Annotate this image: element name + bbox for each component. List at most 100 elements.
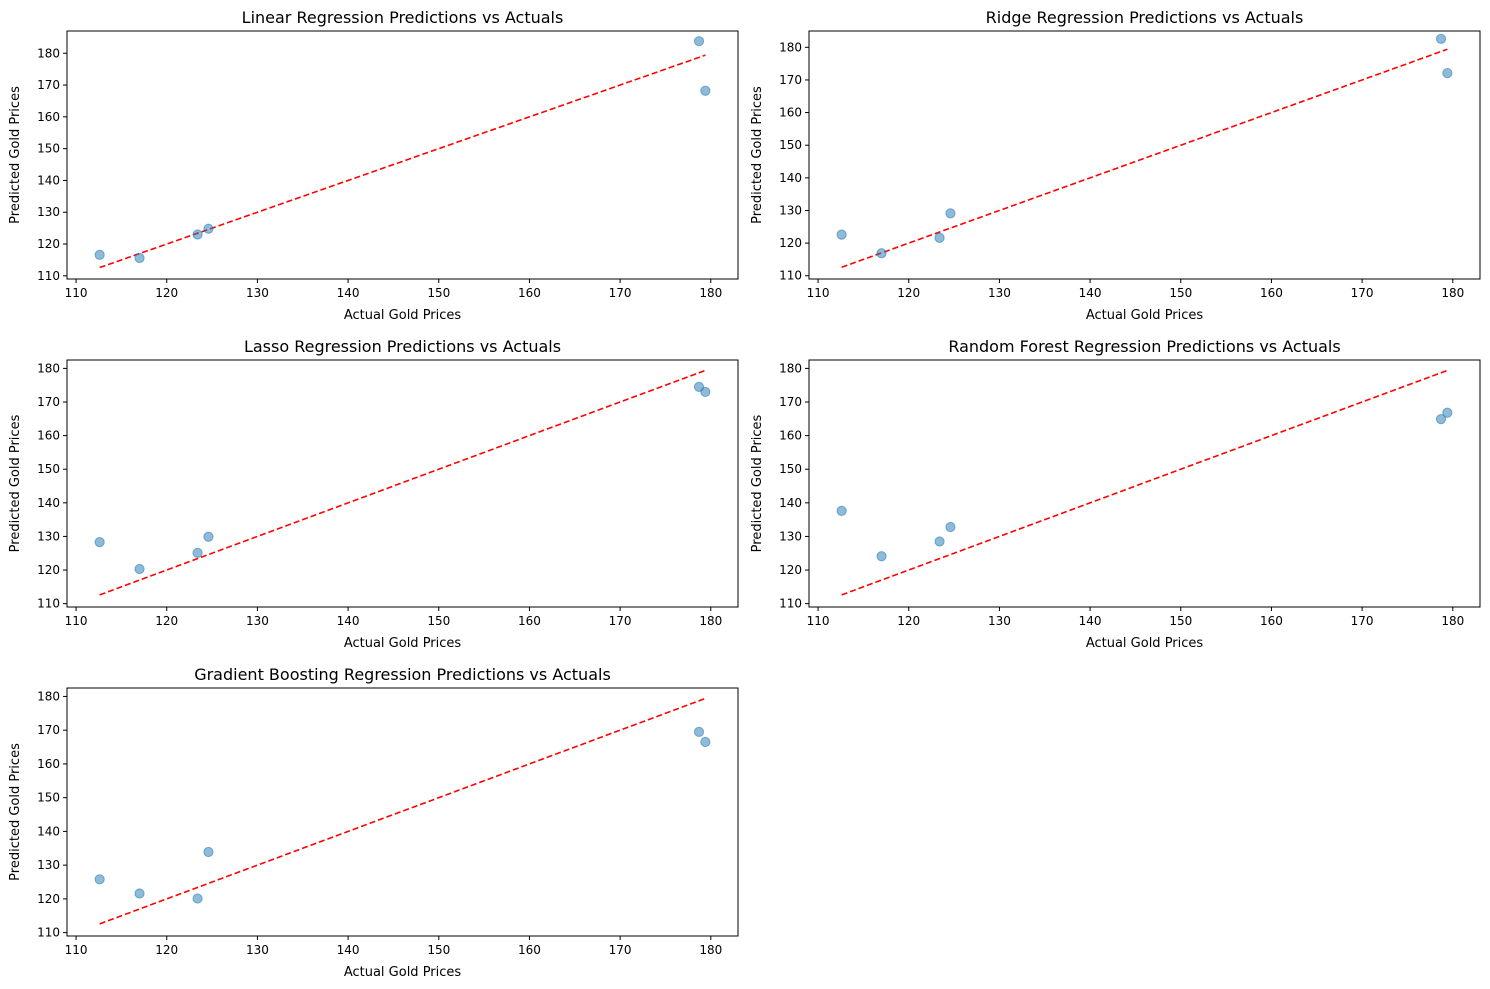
x-tick-label: 110 bbox=[807, 286, 830, 300]
data-point bbox=[693, 36, 705, 47]
x-tick-label: 150 bbox=[427, 943, 450, 957]
x-tick-label: 130 bbox=[246, 614, 269, 628]
x-tick-label: 140 bbox=[337, 614, 360, 628]
data-point bbox=[94, 874, 105, 885]
y-tick-label: 150 bbox=[37, 142, 60, 156]
x-tick-label: 140 bbox=[337, 286, 360, 300]
axes-frame bbox=[66, 359, 739, 608]
data-point bbox=[1442, 407, 1453, 418]
data-point bbox=[700, 736, 711, 748]
data-point bbox=[94, 537, 105, 548]
data-point bbox=[192, 893, 203, 904]
x-tick-label: 170 bbox=[1351, 614, 1374, 628]
x-tick-label: 130 bbox=[988, 614, 1011, 628]
y-tick-label: 140 bbox=[37, 173, 60, 187]
data-point bbox=[1435, 414, 1447, 425]
x-tick-label: 110 bbox=[807, 614, 830, 628]
y-tick-label: 150 bbox=[37, 791, 60, 805]
data-point bbox=[94, 249, 105, 260]
x-tick-label: 180 bbox=[699, 943, 722, 957]
y-tick-label: 140 bbox=[37, 496, 60, 510]
x-tick-label: 180 bbox=[699, 286, 722, 300]
chart-title: Gradient Boosting Regression Predictions… bbox=[194, 665, 611, 684]
data-point bbox=[876, 248, 887, 259]
chart-title: Linear Regression Predictions vs Actuals bbox=[242, 8, 564, 27]
data-point bbox=[693, 726, 705, 737]
y-tick-label: 120 bbox=[779, 563, 802, 577]
y-tick-label: 170 bbox=[37, 723, 60, 737]
data-point bbox=[836, 505, 847, 516]
y-tick-label: 110 bbox=[779, 597, 802, 611]
reference-line bbox=[99, 54, 706, 269]
x-tick-label: 160 bbox=[1260, 614, 1283, 628]
x-tick-label: 170 bbox=[1351, 286, 1374, 300]
x-tick-label: 180 bbox=[1441, 286, 1464, 300]
y-tick-label: 160 bbox=[37, 757, 60, 771]
y-tick-label: 180 bbox=[37, 689, 60, 703]
y-tick-label: 150 bbox=[779, 138, 802, 152]
y-tick-label: 130 bbox=[37, 858, 60, 872]
y-tick-label: 110 bbox=[37, 597, 60, 611]
x-tick-label: 160 bbox=[518, 286, 541, 300]
data-point bbox=[134, 563, 145, 575]
reference-line bbox=[99, 369, 706, 596]
x-tick-label: 120 bbox=[155, 286, 178, 300]
chart-title: Ridge Regression Predictions vs Actuals bbox=[986, 8, 1304, 27]
y-axis-label: Predicted Gold Prices bbox=[750, 86, 765, 224]
x-axis-label: Actual Gold Prices bbox=[344, 965, 462, 980]
y-tick-label: 150 bbox=[779, 462, 802, 476]
y-tick-label: 160 bbox=[37, 429, 60, 443]
y-tick-label: 180 bbox=[779, 361, 802, 375]
x-tick-label: 110 bbox=[65, 286, 88, 300]
x-tick-label: 170 bbox=[609, 614, 632, 628]
y-tick-label: 130 bbox=[779, 203, 802, 217]
data-point bbox=[1442, 67, 1453, 79]
x-tick-label: 120 bbox=[155, 943, 178, 957]
subplot-4: Random Forest Regression Predictions vs … bbox=[750, 337, 1481, 651]
data-point bbox=[836, 229, 847, 240]
subplot-5: Gradient Boosting Regression Predictions… bbox=[8, 665, 739, 980]
x-axis-label: Actual Gold Prices bbox=[344, 636, 462, 651]
y-tick-label: 140 bbox=[779, 171, 802, 185]
y-tick-label: 170 bbox=[779, 73, 802, 87]
data-point bbox=[1435, 33, 1447, 44]
y-tick-label: 120 bbox=[37, 237, 60, 251]
chart-title: Lasso Regression Predictions vs Actuals bbox=[244, 337, 561, 356]
data-point bbox=[134, 252, 145, 264]
data-point bbox=[192, 547, 203, 558]
data-point bbox=[934, 536, 945, 547]
data-point bbox=[203, 531, 214, 542]
subplot-2: Ridge Regression Predictions vs Actuals 1… bbox=[750, 8, 1481, 323]
x-tick-label: 170 bbox=[609, 943, 632, 957]
x-tick-label: 120 bbox=[897, 614, 920, 628]
data-point bbox=[134, 888, 145, 899]
x-tick-label: 160 bbox=[1260, 286, 1283, 300]
x-axis-label: Actual Gold Prices bbox=[344, 308, 462, 323]
x-tick-label: 120 bbox=[155, 614, 178, 628]
x-tick-label: 120 bbox=[897, 286, 920, 300]
data-point bbox=[934, 232, 945, 243]
data-point bbox=[945, 521, 956, 533]
y-axis-label: Predicted Gold Prices bbox=[8, 414, 23, 552]
x-tick-label: 150 bbox=[1169, 614, 1192, 628]
x-tick-label: 180 bbox=[1441, 614, 1464, 628]
y-axis-label: Predicted Gold Prices bbox=[750, 414, 765, 552]
data-point bbox=[700, 85, 711, 96]
y-tick-label: 130 bbox=[37, 529, 60, 543]
axes-frame bbox=[808, 359, 1481, 608]
y-tick-label: 110 bbox=[37, 926, 60, 940]
y-tick-label: 120 bbox=[37, 892, 60, 906]
data-point bbox=[203, 846, 214, 858]
y-tick-label: 110 bbox=[779, 269, 802, 283]
chart-title: Random Forest Regression Predictions vs … bbox=[948, 337, 1340, 356]
x-tick-label: 150 bbox=[427, 286, 450, 300]
y-tick-label: 120 bbox=[37, 563, 60, 577]
x-tick-label: 170 bbox=[609, 286, 632, 300]
y-tick-label: 180 bbox=[779, 40, 802, 54]
y-tick-label: 160 bbox=[37, 110, 60, 124]
x-tick-label: 130 bbox=[988, 286, 1011, 300]
y-tick-label: 140 bbox=[779, 496, 802, 510]
y-tick-label: 180 bbox=[37, 46, 60, 60]
x-tick-label: 140 bbox=[1079, 286, 1102, 300]
